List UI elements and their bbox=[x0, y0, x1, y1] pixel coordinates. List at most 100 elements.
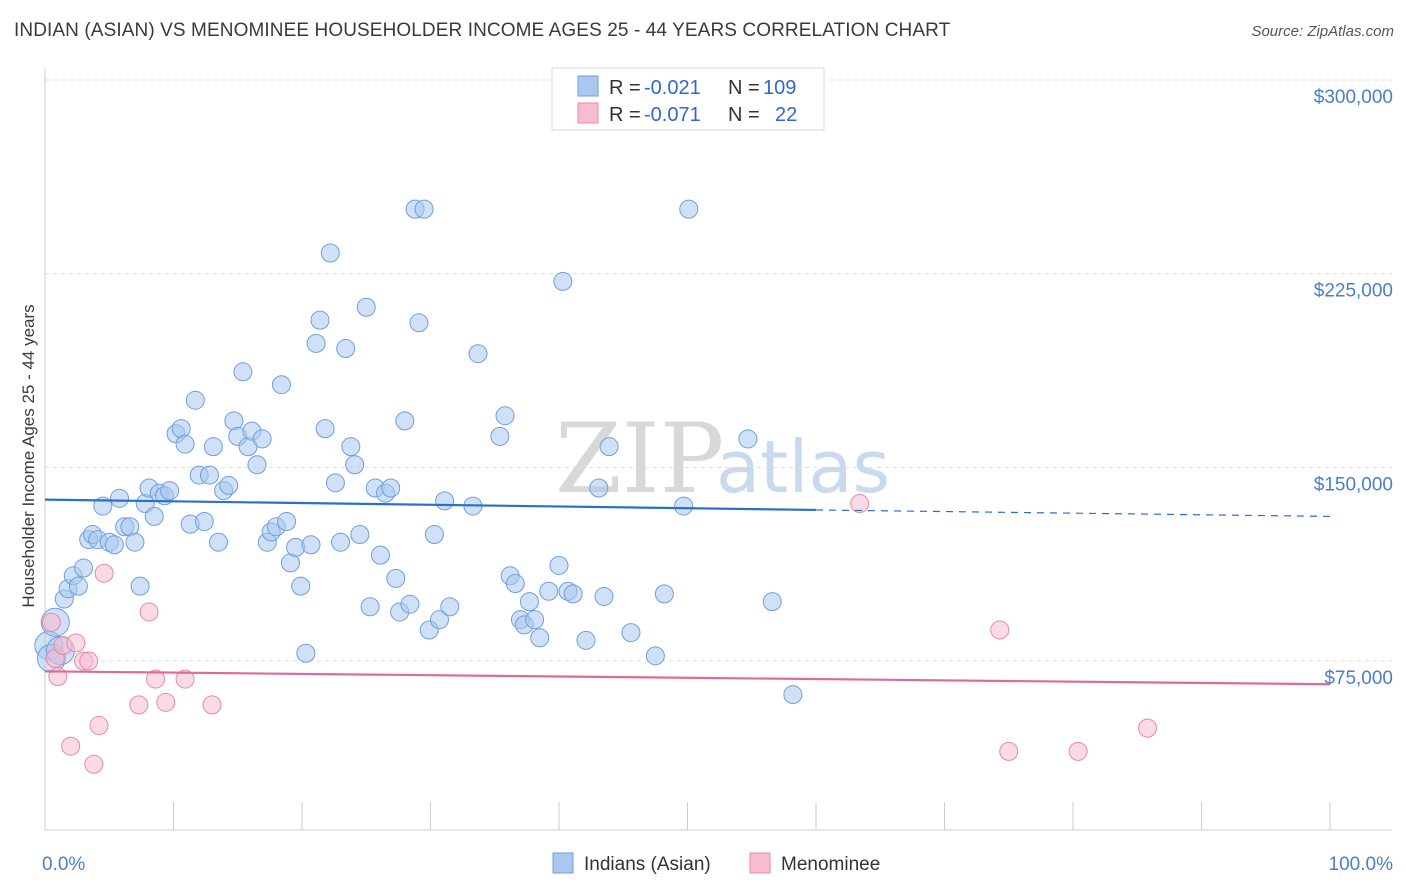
point-indians-asian bbox=[74, 558, 94, 578]
point-indians-asian bbox=[104, 535, 124, 555]
point-indians-asian bbox=[130, 576, 150, 596]
point-menominee bbox=[89, 716, 109, 736]
legend-swatch-pink bbox=[577, 102, 599, 124]
point-menominee bbox=[999, 741, 1019, 761]
point-indians-asian bbox=[208, 532, 228, 552]
point-menominee bbox=[84, 754, 104, 774]
point-indians-asian bbox=[525, 610, 545, 630]
point-indians-asian bbox=[185, 390, 205, 410]
point-indians-asian bbox=[125, 532, 145, 552]
point-menominee bbox=[1138, 718, 1158, 738]
point-indians-asian bbox=[549, 555, 569, 575]
point-indians-asian bbox=[370, 545, 390, 565]
x-tick-label: 0.0% bbox=[42, 854, 85, 875]
point-indians-asian bbox=[594, 586, 614, 606]
point-indians-asian bbox=[429, 610, 449, 630]
trend-line-indians-asian-extension bbox=[815, 509, 1331, 517]
trend-lines bbox=[44, 498, 1331, 686]
point-menominee bbox=[156, 692, 176, 712]
point-menominee bbox=[146, 669, 166, 689]
point-menominee bbox=[129, 695, 149, 715]
point-menominee bbox=[202, 695, 222, 715]
point-indians-asian bbox=[589, 478, 609, 498]
legend: R = -0.021 N = 109 R = -0.071 N = 22 bbox=[551, 67, 825, 131]
trend-line-indians-asian bbox=[44, 498, 817, 512]
point-indians-asian bbox=[495, 406, 515, 426]
point-indians-asian bbox=[645, 646, 665, 666]
point-indians-asian bbox=[306, 333, 326, 353]
point-indians-asian bbox=[310, 310, 330, 330]
point-indians-asian bbox=[409, 313, 429, 333]
point-menominee bbox=[1068, 741, 1088, 761]
point-indians-asian bbox=[539, 581, 559, 601]
point-indians-asian bbox=[435, 491, 455, 511]
watermark-zip: ZIP bbox=[555, 403, 724, 515]
point-indians-asian bbox=[654, 584, 674, 604]
point-indians-asian bbox=[175, 434, 195, 454]
point-indians-asian bbox=[203, 437, 223, 457]
point-indians-asian bbox=[291, 576, 311, 596]
point-indians-asian bbox=[599, 437, 619, 457]
point-indians-asian bbox=[762, 592, 782, 612]
point-menominee bbox=[94, 563, 114, 583]
legend-r-value-1: -0.021 bbox=[644, 77, 701, 99]
point-menominee bbox=[41, 612, 61, 632]
point-menominee bbox=[61, 736, 81, 756]
legend-r-label-2: R = bbox=[609, 104, 641, 126]
y-tick-label: $300,000 bbox=[1314, 87, 1393, 108]
point-indians-asian bbox=[110, 488, 130, 508]
legend-r-label-1: R = bbox=[609, 77, 641, 99]
point-indians-asian bbox=[336, 339, 356, 359]
bottom-legend-swatch-pink bbox=[749, 852, 771, 874]
point-indians-asian bbox=[325, 473, 345, 493]
point-indians-asian bbox=[381, 478, 401, 498]
legend-n-value-2: 22 bbox=[775, 104, 797, 126]
point-indians-asian bbox=[301, 535, 321, 555]
point-indians-asian bbox=[505, 574, 525, 594]
point-indians-asian bbox=[621, 623, 641, 643]
legend-swatch-blue bbox=[577, 75, 599, 97]
point-indians-asian bbox=[674, 496, 694, 516]
point-indians-asian bbox=[563, 584, 583, 604]
chart-title: INDIAN (ASIAN) VS MENOMINEE HOUSEHOLDER … bbox=[14, 20, 951, 41]
y-axis-label: Householder Income Ages 25 - 44 years bbox=[19, 304, 38, 607]
point-indians-asian bbox=[783, 685, 803, 705]
point-indians-asian bbox=[315, 419, 335, 439]
point-indians-asian bbox=[331, 532, 351, 552]
point-indians-asian bbox=[738, 429, 758, 449]
point-indians-asian bbox=[68, 576, 88, 596]
point-indians-asian bbox=[468, 344, 488, 364]
bottom-legend: Indians (Asian) Menominee bbox=[552, 852, 880, 875]
point-indians-asian bbox=[271, 375, 291, 395]
point-indians-asian bbox=[296, 643, 316, 663]
point-indians-asian bbox=[171, 419, 191, 439]
point-indians-asian bbox=[679, 199, 699, 219]
x-ticks: 0.0% 100.0% bbox=[42, 802, 1393, 875]
legend-n-label-1: N = bbox=[728, 77, 760, 99]
point-menominee bbox=[48, 666, 68, 686]
point-indians-asian bbox=[490, 426, 510, 446]
bottom-legend-swatch-blue bbox=[552, 852, 574, 874]
point-indians-asian bbox=[247, 455, 267, 475]
legend-r-value-2: -0.071 bbox=[644, 104, 701, 126]
point-indians-asian bbox=[194, 512, 214, 532]
point-indians-asian bbox=[93, 496, 113, 516]
point-indians-asian bbox=[424, 524, 444, 544]
point-menominee bbox=[850, 493, 870, 513]
point-menominee bbox=[990, 620, 1010, 640]
y-tick-labels: $75,000 $150,000 $225,000 $300,000 bbox=[1314, 87, 1393, 689]
y-tick-label: $150,000 bbox=[1314, 474, 1393, 495]
point-indians-asian bbox=[414, 199, 434, 219]
point-indians-asian bbox=[224, 411, 244, 431]
y-tick-label: $75,000 bbox=[1324, 668, 1393, 689]
point-menominee bbox=[66, 633, 86, 653]
point-indians-asian bbox=[356, 297, 376, 317]
point-indians-asian bbox=[386, 568, 406, 588]
point-menominee bbox=[175, 669, 195, 689]
point-indians-asian bbox=[144, 506, 164, 526]
point-indians-asian bbox=[350, 524, 370, 544]
point-indians-asian bbox=[400, 594, 420, 614]
point-indians-asian bbox=[199, 465, 219, 485]
point-indians-asian bbox=[219, 475, 239, 495]
